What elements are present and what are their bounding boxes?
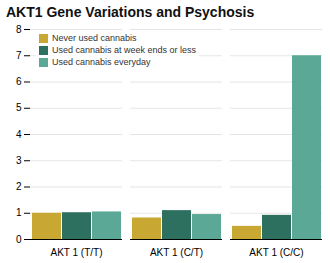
- svg-text:6: 6: [16, 76, 22, 87]
- svg-text:AKT 1 (C/T): AKT 1 (C/T): [150, 247, 203, 258]
- svg-text:8: 8: [16, 24, 22, 35]
- svg-text:7: 7: [16, 50, 22, 61]
- svg-text:1: 1: [16, 207, 22, 218]
- svg-text:2: 2: [16, 181, 22, 192]
- svg-text:4: 4: [16, 129, 22, 140]
- html-text:Used cannabis at week ends or: Used cannabis at week ends or less: [52, 45, 197, 55]
- svg-text:3: 3: [16, 155, 22, 166]
- html-text:Used cannabis everyday: Used cannabis everyday: [52, 57, 151, 67]
- svg-text:0: 0: [16, 234, 22, 245]
- html-text:AKT1 Gene Variations and Psych: AKT1 Gene Variations and Psychosis: [6, 4, 255, 20]
- svg-text:AKT 1 (C/C): AKT 1 (C/C): [249, 247, 303, 258]
- svg-text:5: 5: [16, 102, 22, 113]
- html-text:Never used cannabis: Never used cannabis: [52, 33, 137, 43]
- svg-text:AKT 1 (T/T): AKT 1 (T/T): [50, 247, 102, 258]
